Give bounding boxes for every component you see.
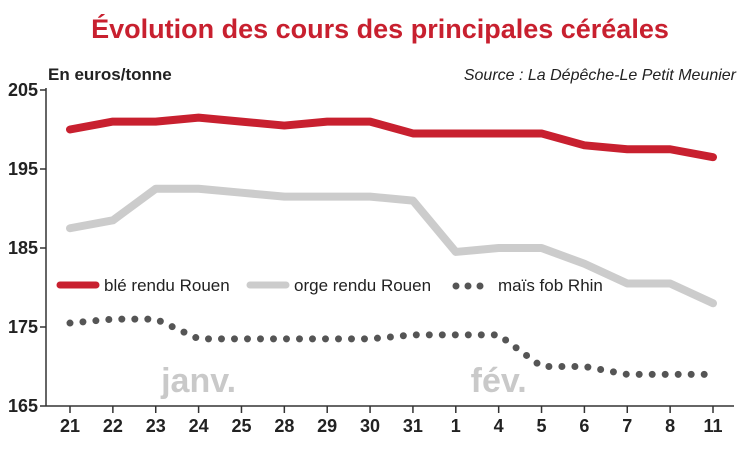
- y-tick-label-1: 175: [8, 317, 38, 337]
- x-tick-label-6: 29: [317, 416, 337, 436]
- y-ticks: 165 175 185 195 205: [8, 80, 46, 416]
- x-tick-label-4: 25: [231, 416, 251, 436]
- month-label-0: janv.: [160, 362, 236, 400]
- y-tick-label-4: 205: [8, 80, 38, 100]
- x-tick-label-14: 8: [665, 416, 675, 436]
- chart-title: Évolution des cours des principales céré…: [91, 13, 669, 44]
- x-tick-label-5: 28: [274, 416, 294, 436]
- y-axis-label: En euros/tonne: [48, 65, 172, 84]
- x-tick-label-9: 1: [451, 416, 461, 436]
- x-ticks: 21 22 23 24 25 28 29 30 31 1 4 5 6 7 8 11: [60, 406, 723, 436]
- x-tick-label-8: 31: [403, 416, 423, 436]
- x-tick-label-7: 30: [360, 416, 380, 436]
- x-tick-label-15: 11: [703, 416, 722, 436]
- month-label-1: fév.: [471, 362, 527, 400]
- x-tick-label-12: 6: [579, 416, 589, 436]
- x-tick-label-13: 7: [622, 416, 632, 436]
- month-labels: janv. fév.: [160, 362, 527, 400]
- x-tick-label-3: 24: [189, 416, 209, 436]
- legend: blé rendu Rouen orge rendu Rouen maïs fo…: [56, 276, 603, 295]
- x-tick-label-2: 23: [146, 416, 166, 436]
- legend-label-orge: orge rendu Rouen: [294, 276, 431, 295]
- series-line-2: [66, 315, 717, 378]
- series-line-0: [66, 113, 717, 162]
- y-tick-label-3: 195: [8, 159, 38, 179]
- x-tick-label-1: 22: [103, 416, 123, 436]
- y-tick-label-0: 165: [8, 396, 38, 416]
- series-line-1: [66, 184, 717, 308]
- x-tick-label-11: 5: [537, 416, 547, 436]
- legend-label-mais: maïs fob Rhin: [498, 276, 603, 295]
- chart-source: Source : La Dépêche-Le Petit Meunier: [464, 67, 737, 84]
- x-tick-label-10: 4: [494, 416, 504, 436]
- x-tick-label-0: 21: [60, 416, 80, 436]
- series-group: [66, 113, 717, 378]
- y-tick-label-2: 185: [8, 238, 38, 258]
- legend-label-ble: blé rendu Rouen: [104, 276, 230, 295]
